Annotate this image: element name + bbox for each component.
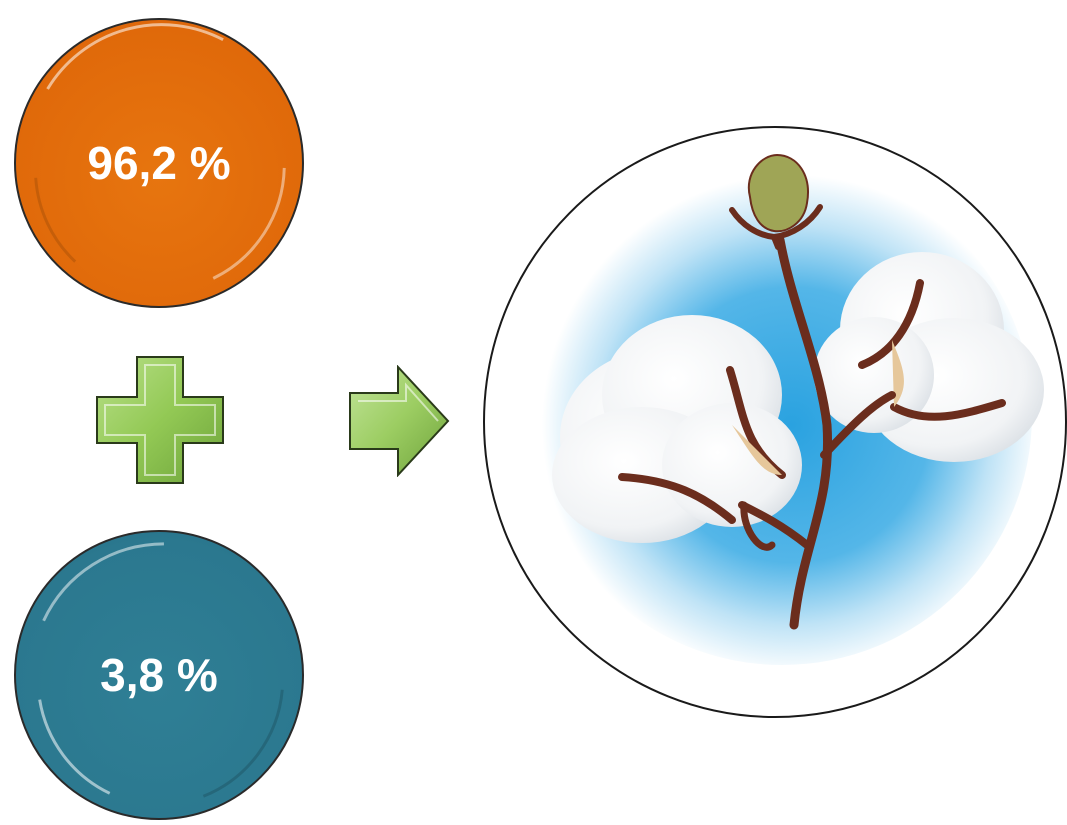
percentage-circle-top: 96,2 % [14, 18, 304, 308]
plus-icon [96, 356, 224, 484]
cotton-boll-right [814, 252, 1044, 462]
arrow-right-icon [349, 365, 450, 477]
percentage-value-top: 96,2 % [87, 137, 231, 189]
cotton-bud [729, 153, 823, 250]
cotton-boll-left [552, 315, 802, 543]
cotton-plant-icon [483, 126, 1067, 718]
percentage-circle-bottom: 3,8 % [14, 530, 304, 820]
percentage-value-bottom: 3,8 % [100, 649, 218, 701]
cotton-stem [738, 235, 896, 630]
